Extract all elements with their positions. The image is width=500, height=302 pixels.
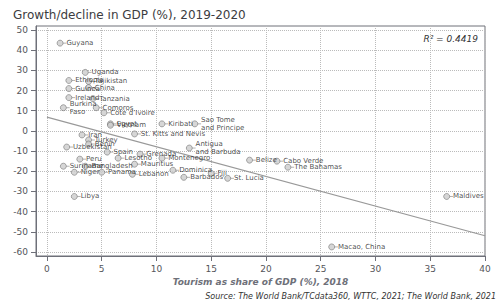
svg-text:10: 10 bbox=[17, 106, 29, 116]
svg-text:-40: -40 bbox=[13, 207, 28, 217]
svg-text:Barbados: Barbados bbox=[190, 173, 224, 182]
svg-text:Spain: Spain bbox=[113, 148, 133, 157]
svg-text:40: 40 bbox=[479, 264, 491, 274]
svg-text:Vietnam: Vietnam bbox=[117, 121, 146, 129]
svg-text:Dominica: Dominica bbox=[179, 166, 213, 175]
svg-text:Faso: Faso bbox=[70, 108, 86, 116]
svg-text:Cabo Verde: Cabo Verde bbox=[283, 157, 324, 166]
svg-text:15: 15 bbox=[205, 264, 216, 274]
svg-text:50: 50 bbox=[17, 25, 29, 35]
svg-text:Uzbekistan: Uzbekistan bbox=[73, 143, 112, 151]
svg-text:Fiji: Fiji bbox=[218, 169, 227, 177]
svg-text:St. Lucia: St. Lucia bbox=[234, 174, 264, 182]
svg-text:China: China bbox=[95, 84, 115, 92]
svg-text:Burkina: Burkina bbox=[70, 100, 97, 108]
svg-text:20: 20 bbox=[17, 86, 29, 96]
svg-text:Kiribati: Kiribati bbox=[168, 120, 193, 128]
svg-text:5: 5 bbox=[99, 264, 105, 274]
svg-text:R² = 0.4419: R² = 0.4419 bbox=[423, 34, 478, 44]
svg-text:0: 0 bbox=[44, 264, 50, 274]
svg-text:Tourism as share of GDP (%), 2: Tourism as share of GDP (%), 2018 bbox=[173, 277, 349, 287]
svg-text:Guyana: Guyana bbox=[66, 39, 93, 47]
svg-text:Tanzania: Tanzania bbox=[98, 95, 129, 103]
svg-text:Source: The World Bank/TCdata3: Source: The World Bank/TCdata360, WTTC, … bbox=[205, 292, 496, 301]
svg-text:Guinea: Guinea bbox=[75, 84, 100, 93]
svg-text:Comoros: Comoros bbox=[102, 103, 134, 112]
svg-text:Bangladesh: Bangladesh bbox=[91, 162, 133, 171]
svg-text:The Bahamas: The Bahamas bbox=[293, 163, 342, 171]
svg-text:Panama: Panama bbox=[108, 168, 136, 176]
svg-text:-30: -30 bbox=[13, 186, 28, 196]
svg-text:0: 0 bbox=[22, 126, 28, 136]
svg-text:Belize: Belize bbox=[256, 156, 277, 164]
svg-text:-10: -10 bbox=[13, 146, 28, 156]
svg-text:Antigua: Antigua bbox=[196, 140, 223, 148]
svg-text:-20: -20 bbox=[13, 166, 28, 176]
svg-text:Montenegro: Montenegro bbox=[168, 154, 211, 163]
svg-text:Macao, China: Macao, China bbox=[338, 243, 385, 251]
svg-text:and Barbuda: and Barbuda bbox=[196, 148, 241, 156]
svg-text:Tajikistan: Tajikistan bbox=[94, 77, 128, 86]
svg-text:10: 10 bbox=[151, 264, 163, 274]
svg-text:Ireland: Ireland bbox=[75, 93, 100, 102]
svg-text:St. Kitts and Nevis: St. Kitts and Nevis bbox=[141, 130, 206, 138]
svg-text:Ethiopia: Ethiopia bbox=[75, 76, 104, 85]
svg-text:40: 40 bbox=[17, 45, 29, 55]
svg-text:Lesotho: Lesotho bbox=[124, 154, 152, 163]
svg-text:Maldives: Maldives bbox=[453, 192, 484, 200]
svg-text:Sao Tome: Sao Tome bbox=[201, 116, 235, 124]
svg-text:30: 30 bbox=[370, 264, 382, 274]
svg-text:Cote d’Ivoire: Cote d’Ivoire bbox=[110, 109, 155, 117]
svg-text:Uganda: Uganda bbox=[92, 68, 119, 76]
svg-text:Iran: Iran bbox=[88, 130, 102, 139]
svg-text:Libya: Libya bbox=[81, 192, 100, 200]
svg-text:Growth/decline in GDP (%), 201: Growth/decline in GDP (%), 2019-2020 bbox=[13, 8, 246, 22]
svg-text:and Principe: and Principe bbox=[201, 124, 244, 132]
svg-text:-50: -50 bbox=[13, 227, 28, 237]
svg-text:Mauritius: Mauritius bbox=[141, 160, 174, 168]
svg-text:Lebanon: Lebanon bbox=[139, 170, 169, 178]
svg-text:-60: -60 bbox=[13, 247, 28, 257]
svg-text:25: 25 bbox=[315, 264, 326, 274]
svg-text:35: 35 bbox=[425, 264, 436, 274]
svg-text:30: 30 bbox=[17, 65, 29, 75]
svg-text:Niger: Niger bbox=[81, 168, 100, 176]
svg-text:Peru: Peru bbox=[86, 155, 102, 164]
svg-text:20: 20 bbox=[260, 264, 272, 274]
